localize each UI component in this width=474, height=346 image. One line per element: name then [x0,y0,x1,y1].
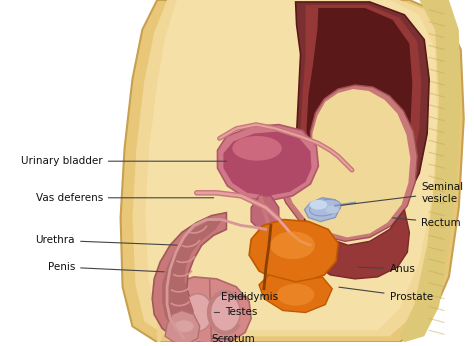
Polygon shape [218,125,319,201]
Polygon shape [301,5,421,217]
Polygon shape [120,0,464,342]
Polygon shape [157,282,177,342]
Polygon shape [165,310,200,344]
Polygon shape [304,198,340,221]
Ellipse shape [210,294,240,331]
Polygon shape [307,8,412,206]
Polygon shape [400,0,461,342]
Text: Urinary bladder: Urinary bladder [21,156,227,166]
Text: Rectum: Rectum [392,218,461,228]
Polygon shape [132,0,449,336]
Polygon shape [251,196,279,229]
Polygon shape [146,0,437,330]
Text: Testes: Testes [214,308,257,318]
Ellipse shape [325,206,339,213]
Ellipse shape [270,231,315,259]
Ellipse shape [174,320,194,332]
Ellipse shape [277,284,314,306]
Polygon shape [170,277,251,344]
Text: Anus: Anus [358,264,415,274]
Polygon shape [301,210,410,279]
Polygon shape [276,85,417,241]
Text: Epididymis: Epididymis [220,292,278,302]
Ellipse shape [310,200,327,210]
Polygon shape [296,2,429,226]
Text: Prostate: Prostate [339,287,433,302]
Polygon shape [249,219,338,283]
Ellipse shape [310,199,341,216]
Text: Vas deferens: Vas deferens [36,193,214,203]
Ellipse shape [232,136,282,161]
Polygon shape [284,89,410,237]
Text: Seminal
vesicle: Seminal vesicle [341,182,464,205]
Polygon shape [223,131,311,196]
Polygon shape [162,218,223,334]
Polygon shape [152,212,227,340]
Ellipse shape [183,294,212,331]
Text: Penis: Penis [48,262,164,272]
Text: Scrotum: Scrotum [211,334,255,344]
Polygon shape [259,275,332,312]
Text: Urethra: Urethra [36,235,177,245]
